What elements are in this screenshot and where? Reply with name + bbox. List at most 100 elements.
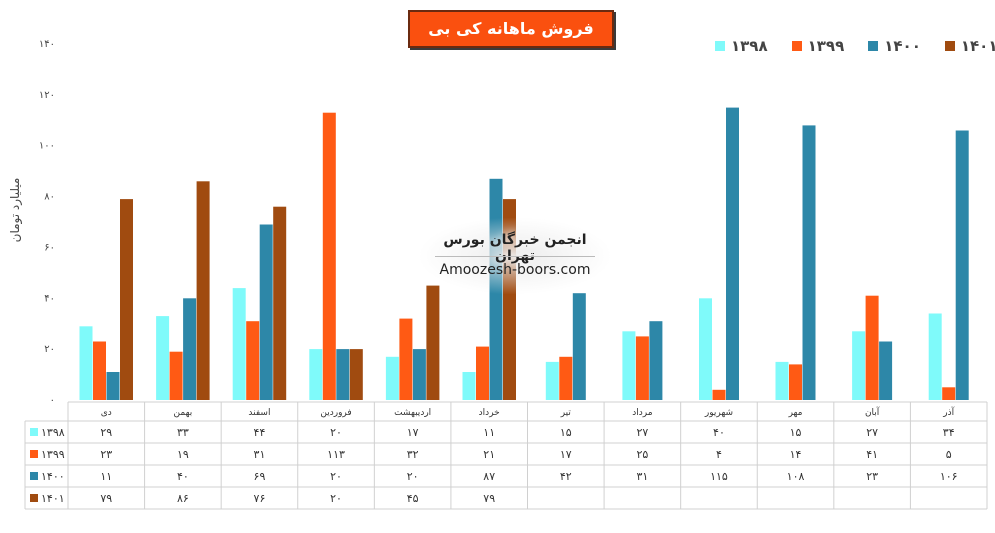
data-label-1400-7: ۳۱: [636, 470, 648, 483]
category-label: اردیبهشت: [394, 408, 431, 418]
data-label-1399-3: ۱۱۳: [327, 448, 345, 461]
table-swatch-1400: [30, 472, 38, 480]
data-label-1400-8: ۱۱۵: [710, 470, 728, 483]
data-label-1401-5: ۷۹: [483, 492, 495, 505]
category-label: مهر: [788, 408, 803, 418]
data-label-1398-5: ۱۱: [483, 426, 495, 439]
category-label: آذر: [942, 406, 954, 418]
bar-1400-6: [572, 293, 586, 400]
bar-1399-9: [789, 364, 802, 400]
y-tick-label: ۲۰: [44, 344, 55, 355]
bar-1398-11: [928, 313, 942, 400]
category-label: اسفند: [248, 408, 270, 418]
bar-1398-8: [699, 298, 712, 400]
watermark-url: Amoozesh-boors.com: [439, 262, 591, 278]
bar-1400-8: [726, 107, 739, 400]
legend-item-1401: ۱۴۰۱: [944, 36, 995, 56]
category-label: خرداد: [479, 408, 500, 418]
data-label-1398-7: ۲۷: [636, 426, 648, 439]
y-tick-label: ۱۴۰: [39, 39, 55, 50]
watermark-divider: [435, 256, 595, 257]
bar-1398-1: [156, 316, 170, 400]
bar-1398-7: [622, 331, 636, 400]
legend-swatch-1401: [944, 41, 955, 51]
bar-1398-2: [232, 288, 246, 400]
data-label-1400-1: ۴۰: [177, 470, 189, 483]
bar-1398-0: [79, 326, 93, 400]
bar-1401-4: [426, 285, 440, 400]
category-label: تیر: [560, 408, 572, 418]
bar-1400-4: [412, 349, 426, 400]
bar-1400-3: [336, 349, 350, 400]
data-label-1399-1: ۱۹: [177, 448, 189, 461]
data-label-1398-9: ۱۵: [790, 426, 802, 439]
data-label-1398-3: ۲۰: [330, 426, 342, 439]
bar-1399-8: [712, 389, 726, 400]
data-label-1400-9: ۱۰۸: [787, 470, 805, 483]
data-label-1400-3: ۲۰: [330, 470, 342, 483]
data-label-1399-8: ۴: [716, 448, 722, 461]
bar-1399-11: [942, 387, 956, 400]
data-label-1400-10: ۲۳: [866, 470, 878, 483]
legend-item-1398: ۱۳۹۸: [715, 36, 768, 56]
watermark-title: انجمن خبرگان بورس تهران: [443, 232, 587, 264]
legend-swatch-1399: [791, 41, 802, 51]
bar-1398-5: [462, 372, 476, 400]
bar-1400-1: [183, 298, 197, 400]
bar-1399-2: [246, 321, 260, 400]
table-row-label-1400: ۱۴۰۰: [41, 470, 65, 483]
bar-1399-1: [169, 351, 183, 400]
bar-1401-2: [273, 206, 287, 400]
bar-1400-2: [259, 224, 273, 400]
data-label-1401-0: ۷۹: [100, 492, 112, 505]
table-row-label-1401: ۱۴۰۱: [41, 492, 65, 505]
y-tick-label: ۱۰۰: [39, 141, 55, 152]
data-label-1399-2: ۳۱: [254, 448, 266, 461]
bar-1400-11: [955, 130, 969, 400]
table-row-label-1398: ۱۳۹۸: [41, 426, 65, 439]
category-label: آبان: [865, 406, 880, 418]
data-label-1399-4: ۳۲: [407, 448, 419, 461]
bar-1401-1: [196, 181, 210, 400]
bar-1399-0: [93, 341, 106, 400]
bar-1399-3: [322, 112, 336, 400]
data-label-1400-0: ۱۱: [100, 470, 112, 483]
legend-label-1398: ۱۳۹۸: [731, 37, 768, 55]
chart-title: فروش ماهانه کی بی سی: [428, 19, 594, 72]
legend-swatch-1398: [715, 41, 725, 51]
bar-1399-6: [559, 356, 573, 400]
data-label-1398-0: ۲۹: [100, 426, 112, 439]
chart-title-box: فروش ماهانه کی بی سی: [408, 10, 614, 72]
bar-1400-10: [879, 341, 893, 400]
data-label-1401-4: ۴۵: [407, 492, 419, 505]
legend-label-1401: ۱۴۰۱: [960, 37, 995, 55]
bar-1399-5: [476, 346, 489, 400]
category-label: دی: [101, 408, 112, 418]
data-label-1401-2: ۷۶: [254, 492, 266, 505]
data-label-1401-3: ۲۰: [330, 492, 342, 505]
bar-1401-0: [120, 199, 133, 400]
table-swatch-1399: [30, 450, 38, 458]
data-label-1398-4: ۱۷: [407, 426, 419, 439]
data-label-1398-6: ۱۵: [560, 426, 572, 439]
y-tick-label: ۱۲۰: [39, 90, 55, 101]
bar-1398-3: [309, 349, 323, 400]
data-label-1398-8: ۴۰: [713, 426, 725, 439]
table-swatch-1401: [30, 494, 38, 502]
category-label: بهمن: [174, 408, 193, 418]
data-label-1400-5: ۸۷: [483, 470, 495, 483]
bar-1398-6: [545, 361, 559, 400]
category-label: شهریور: [704, 408, 733, 418]
category-label: فروردین: [320, 408, 351, 418]
data-label-1401-1: ۸۶: [177, 492, 189, 505]
category-label: مرداد: [632, 408, 652, 418]
data-label-1399-0: ۲۳: [100, 448, 112, 461]
bar-1399-4: [399, 318, 413, 400]
data-label-1398-10: ۲۷: [866, 426, 878, 439]
bar-1400-7: [649, 321, 663, 400]
data-label-1400-2: ۶۹: [254, 470, 266, 483]
data-label-1399-7: ۲۵: [636, 448, 648, 461]
bar-1400-0: [106, 372, 120, 400]
bar-1399-10: [865, 295, 879, 400]
